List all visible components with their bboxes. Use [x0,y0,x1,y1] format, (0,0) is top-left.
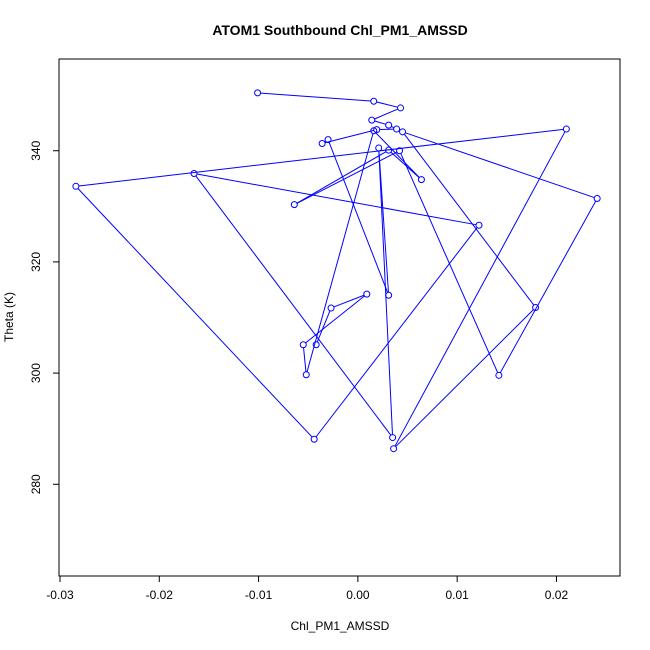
data-point [375,144,383,152]
series-line-segment [296,151,387,204]
data-point [385,121,393,129]
data-point [254,89,262,97]
x-tick-label: 0.00 [346,588,370,602]
series-layer [72,89,601,453]
data-point [397,104,405,112]
series-line-segment [375,132,420,178]
data-point [385,146,393,154]
x-tick-label: 0.01 [445,588,469,602]
series-line-segment [303,347,307,372]
series-line-segment [196,173,477,226]
series-line-segment [324,129,374,144]
series-line-segment [499,200,597,373]
data-point [318,139,326,147]
x-tick-label: -0.03 [46,588,74,602]
data-point [389,434,397,442]
series-line-segment [328,142,389,293]
x-tick-label: 0.02 [545,588,569,602]
data-point [327,304,335,312]
data-point [396,147,404,155]
data-point [310,435,318,443]
data-point [190,170,198,178]
data-point [370,97,378,105]
series-line-segment [260,92,371,102]
series-line-segment [376,101,398,108]
data-point [302,371,310,379]
x-tick-label: -0.01 [245,588,273,602]
data-point [373,126,381,134]
data-point [390,445,398,453]
data-point [370,127,378,135]
series-line-segment [315,227,478,438]
data-point [299,341,307,349]
data-point [72,182,80,190]
series-line-segment [378,150,393,435]
chart-title: ATOM1 Southbound Chl_PM1_AMSSD [212,22,467,38]
series-line-segment [374,108,398,120]
data-point [312,341,320,349]
y-axis: 280 300 320 340 [29,140,59,494]
data-point [495,371,503,379]
data-point [393,125,401,133]
series-line-segment [77,188,313,438]
y-tick-label: 320 [29,252,43,272]
series-line-segment [78,128,564,187]
series-line-segment [400,153,499,373]
x-axis: -0.03 -0.02 -0.01 0.00 0.01 0.02 [46,576,568,602]
series-line-segment [405,132,595,199]
series-line-segment [305,295,365,344]
data-point [475,221,483,229]
series-line-segment [403,133,535,306]
data-point [290,201,298,209]
series-line-segment [296,151,398,204]
x-tick-label: -0.02 [146,588,174,602]
data-point [399,128,407,136]
y-tick-label: 340 [29,140,43,160]
series-line-segment [390,151,420,178]
data-point [417,176,425,184]
data-point [593,195,601,203]
x-axis-label: Chl_PM1_AMSSD [291,619,390,633]
y-axis-label: Theta (K) [2,292,16,342]
series-line-segment [374,120,386,125]
data-point [562,125,570,133]
series-line-segment [306,133,374,373]
series-line-segment [195,175,392,436]
data-point [532,303,540,311]
data-point [324,136,332,144]
series-line-segment [378,150,389,293]
data-point [363,290,371,298]
data-point [385,291,393,299]
plot-frame [58,58,621,577]
series-line-segment [333,294,365,308]
data-point [368,116,376,124]
y-tick-label: 280 [29,474,43,494]
series-line-segment [316,310,331,343]
series-line-segment [395,309,534,447]
y-tick-label: 300 [29,363,43,383]
series-line-segment [394,131,566,447]
